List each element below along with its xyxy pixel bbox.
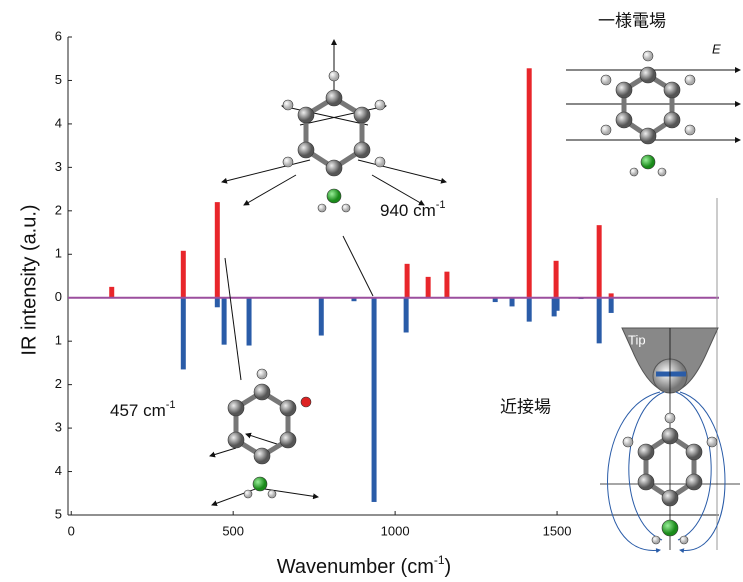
illustrations <box>210 40 740 550</box>
molecule-940 <box>222 40 446 296</box>
bar <box>247 298 252 346</box>
annotation: 一様電場 <box>598 11 666 30</box>
annotation: E <box>712 41 721 56</box>
molecule-457 <box>210 258 318 505</box>
uniform-field <box>566 51 740 176</box>
bar <box>597 225 602 298</box>
y-tick-label: 5 <box>55 72 62 87</box>
annotation-text: 457 cm <box>110 401 166 420</box>
bar <box>215 202 220 298</box>
annotation: 940 cm-1 <box>380 199 446 221</box>
y-tick-label: 1 <box>55 333 62 348</box>
bar <box>222 298 227 345</box>
y-tick-label: 4 <box>55 115 62 130</box>
bar <box>444 272 449 298</box>
bar <box>319 298 324 336</box>
annotation: 457 cm-1 <box>110 399 176 421</box>
bar <box>215 298 220 308</box>
x-axis-label-sup: -1 <box>434 553 445 567</box>
y-tick-label: 5 <box>55 506 62 521</box>
x-axis-label-text: Wavenumber (cm <box>277 556 434 578</box>
bar <box>609 298 614 313</box>
bar <box>510 298 515 307</box>
bar <box>181 298 186 370</box>
x-axis-label-tail: ) <box>445 556 452 578</box>
x-tick-label: 1500 <box>543 523 572 538</box>
bar <box>527 298 532 322</box>
y-tick-label: 3 <box>55 420 62 435</box>
bar <box>555 298 560 311</box>
bar <box>109 287 114 298</box>
y-tick-label: 2 <box>55 202 62 217</box>
y-axis-label: IR intensity (a.u.) <box>18 204 40 355</box>
x-tick-label: 1000 <box>381 523 410 538</box>
bar <box>554 261 559 298</box>
axes: 5 4 3 2 1 0 1 2 3 4 5 6 0 500 1000 1500 <box>55 28 719 538</box>
annotation-text: 940 cm <box>380 201 436 220</box>
near-field <box>600 198 740 550</box>
chart: 5 4 3 2 1 0 1 2 3 4 5 6 0 500 1000 1500 IR intensity (a… <box>0 0 743 582</box>
annotation-sup: -1 <box>436 199 446 211</box>
bar <box>405 264 410 298</box>
y-tick-label: 3 <box>55 159 62 174</box>
annotation: Tip <box>628 332 646 347</box>
bar <box>597 298 602 344</box>
x-tick-label: 500 <box>222 523 244 538</box>
annotation: 近接場 <box>500 397 551 416</box>
x-tick-label: 0 <box>68 523 75 538</box>
annotation-sup: -1 <box>166 399 176 411</box>
bar <box>426 277 431 298</box>
x-axis-label: Wavenumber (cm-1) <box>277 553 451 578</box>
bar <box>181 251 186 298</box>
bar <box>372 298 377 502</box>
y-tick-label: 4 <box>55 463 62 478</box>
y-tick-label: 1 <box>55 246 62 261</box>
y-tick-label: 0 <box>55 289 62 304</box>
bar <box>404 298 409 333</box>
y-tick-label: 2 <box>55 376 62 391</box>
bar <box>527 68 532 297</box>
y-tick-label: 6 <box>55 28 62 43</box>
